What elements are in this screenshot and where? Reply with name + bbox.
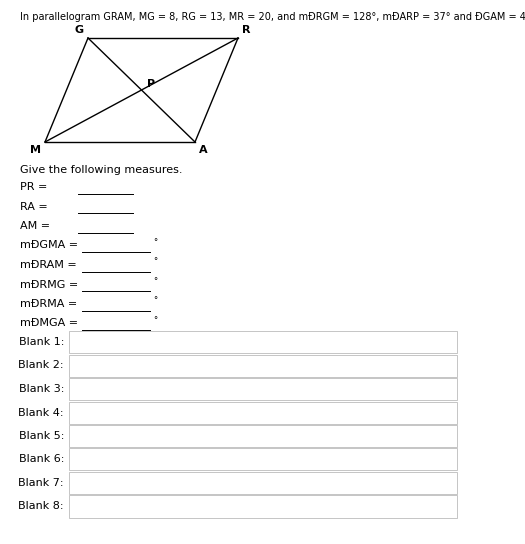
Text: A: A: [199, 145, 207, 155]
Text: °: °: [153, 296, 157, 306]
Text: mÐRMG =: mÐRMG =: [20, 280, 78, 289]
Text: Give the following measures.: Give the following measures.: [20, 165, 183, 175]
Text: M: M: [30, 145, 41, 155]
Text: Blank 3:: Blank 3:: [18, 384, 64, 394]
Text: °: °: [153, 277, 157, 286]
Text: P: P: [146, 79, 155, 89]
FancyBboxPatch shape: [69, 425, 457, 447]
Text: Blank 5:: Blank 5:: [18, 431, 64, 441]
Text: RA =: RA =: [20, 201, 48, 212]
Text: mÐRMA =: mÐRMA =: [20, 299, 77, 309]
Text: Blank 2:: Blank 2:: [18, 361, 64, 370]
Text: Blank 4:: Blank 4:: [18, 407, 64, 417]
FancyBboxPatch shape: [69, 355, 457, 376]
Text: G: G: [75, 25, 84, 35]
Text: AM =: AM =: [20, 221, 50, 231]
FancyBboxPatch shape: [69, 401, 457, 423]
Text: PR =: PR =: [20, 182, 47, 192]
Text: °: °: [153, 238, 157, 247]
Text: mÐRAM =: mÐRAM =: [20, 260, 77, 270]
Text: °: °: [153, 316, 157, 325]
FancyBboxPatch shape: [69, 378, 457, 400]
Text: °: °: [153, 257, 157, 267]
FancyBboxPatch shape: [69, 448, 457, 471]
Text: In parallelogram GRAM, MG = 8, RG = 13, MR = 20, and mÐRGM = 128°, mÐARP = 37° a: In parallelogram GRAM, MG = 8, RG = 13, …: [20, 12, 525, 22]
Text: mÐMGA =: mÐMGA =: [20, 318, 78, 329]
FancyBboxPatch shape: [69, 331, 457, 353]
Text: Blank 8:: Blank 8:: [18, 502, 64, 511]
Text: Blank 7:: Blank 7:: [18, 478, 64, 488]
FancyBboxPatch shape: [69, 472, 457, 494]
Text: R: R: [242, 25, 250, 35]
FancyBboxPatch shape: [69, 496, 457, 517]
Text: Blank 6:: Blank 6:: [18, 454, 64, 465]
Text: mÐGMA =: mÐGMA =: [20, 240, 78, 250]
Text: Blank 1:: Blank 1:: [18, 337, 64, 347]
